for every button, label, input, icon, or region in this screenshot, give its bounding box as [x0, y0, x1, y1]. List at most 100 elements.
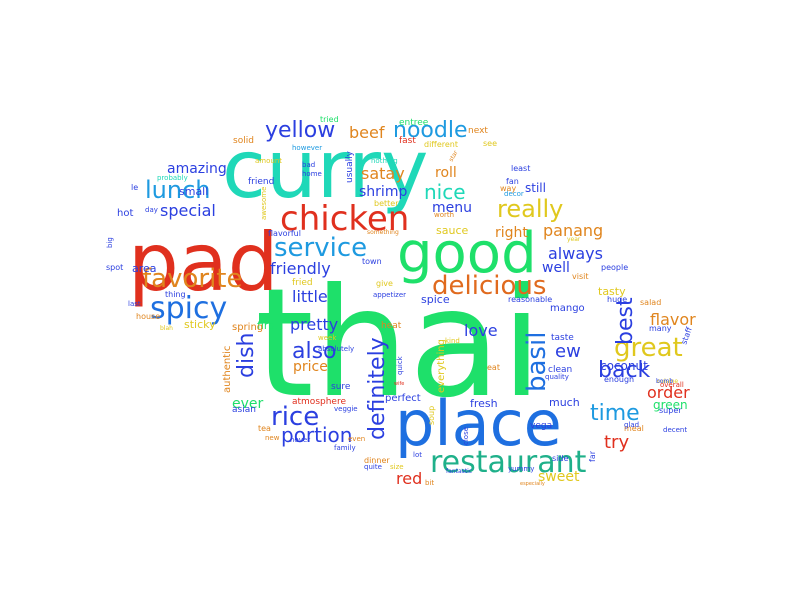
word-usually: usually: [345, 150, 355, 183]
word-quite: quite: [364, 463, 382, 471]
word-decor: decor: [504, 190, 524, 198]
word-family: family: [334, 444, 356, 452]
word-le: le: [131, 183, 138, 192]
word-close: close: [462, 427, 470, 445]
word-basil: basil: [522, 332, 552, 392]
word-pretty: pretty: [290, 315, 338, 334]
word-size: size: [390, 463, 404, 471]
word-star: star: [448, 149, 460, 163]
word-try: try: [604, 432, 629, 453]
word-asian: asian: [232, 405, 256, 415]
word-sweet: sweet: [538, 469, 580, 485]
word-spot: spot: [106, 263, 123, 272]
word-lot: lot: [413, 451, 422, 459]
word-time: time: [590, 401, 640, 426]
word-dish: dish: [234, 333, 259, 378]
word-shrimp: shrimp: [359, 184, 407, 200]
word-wife: wife: [394, 381, 404, 387]
word-flavor: flavor: [650, 310, 696, 329]
word-especially: especially: [520, 481, 545, 487]
word-coconut: coconut: [600, 359, 648, 373]
word-lunch: lunch: [145, 176, 211, 204]
word-absolutely: absolutely: [318, 345, 354, 353]
word-far: far: [588, 450, 597, 462]
word-nothing: nothing: [371, 157, 398, 165]
word-soup: soup: [427, 406, 436, 425]
word-meal: meal: [624, 424, 644, 433]
word-year: year: [567, 236, 581, 243]
word-well: well: [542, 260, 570, 276]
word-fried: fried: [292, 278, 313, 288]
word-definitely: definitely: [365, 337, 390, 440]
word-fan: fan: [506, 177, 519, 186]
word-people: people: [601, 263, 628, 272]
word-panang: panang: [543, 221, 603, 240]
word-place: place: [395, 387, 562, 460]
word-portion: portion: [281, 423, 352, 447]
word-kind: kind: [445, 337, 460, 345]
word-ew: ew: [555, 341, 581, 362]
word-see: see: [483, 139, 497, 148]
word-yellow: yellow: [265, 118, 335, 143]
word-tea: tea: [258, 424, 271, 433]
word-fast: fast: [399, 136, 416, 146]
word-cuisine: cuisine: [657, 378, 678, 385]
word-super: super: [659, 406, 682, 415]
word-vega: vega: [530, 421, 552, 431]
word-really: really: [497, 195, 563, 223]
word-favorite: favorite: [142, 264, 242, 294]
word-yummy: yummy: [508, 465, 534, 473]
word-restaurant: restaurant: [430, 445, 587, 480]
word-house: house: [136, 312, 160, 321]
word-spicy: spicy: [150, 291, 227, 326]
word-pad: pad: [128, 216, 279, 309]
word-quality: quality: [545, 373, 569, 381]
word-flavorful: flavorful: [268, 229, 301, 238]
word-huge: huge: [607, 295, 627, 304]
word-always: always: [548, 244, 603, 263]
word-still: still: [525, 181, 546, 195]
word-never: never: [290, 436, 310, 444]
word-heat: heat: [381, 321, 402, 331]
word-rice: rice: [271, 402, 319, 432]
word-something: something: [367, 229, 399, 236]
word-probably: probably: [157, 174, 188, 182]
word-dinner: dinner: [364, 456, 390, 465]
word-green: green: [653, 398, 688, 412]
word-overall: overall: [660, 381, 684, 389]
word-however: however: [292, 144, 322, 152]
word-service: service: [274, 233, 367, 263]
word-blah: blah: [160, 325, 173, 332]
word-side: side: [552, 454, 568, 463]
word-area: area: [132, 262, 157, 275]
word-entree: entree: [399, 118, 429, 128]
word-friendly: friendly: [270, 259, 331, 278]
word-new: new: [265, 434, 280, 442]
word-amount: amount: [255, 157, 282, 165]
word-noodle: noodle: [393, 118, 467, 143]
word-better: better: [374, 199, 399, 208]
word-much: much: [549, 396, 580, 409]
word-sure: sure: [331, 382, 351, 392]
word-thai: thai: [255, 257, 542, 431]
word-amazing: amazing: [167, 161, 227, 177]
word-visit: visit: [572, 272, 588, 281]
word-love: love: [464, 321, 498, 340]
word-little: little: [292, 287, 328, 306]
word-right: right: [495, 225, 528, 241]
word-roll: roll: [435, 165, 457, 181]
word-different: different: [424, 140, 458, 149]
word-small: small: [179, 185, 208, 198]
word-worth: worth: [434, 211, 454, 219]
word-also: also: [292, 339, 337, 364]
word-solid: solid: [233, 136, 254, 146]
word-eat: eat: [487, 363, 500, 372]
word-authentic: authentic: [222, 346, 233, 393]
word-glad: glad: [624, 421, 639, 429]
word-reasonable: reasonable: [508, 295, 552, 304]
word-tried: tried: [320, 115, 339, 124]
word-appetizer: appetizer: [373, 291, 406, 299]
word-everything: everything: [436, 339, 447, 393]
